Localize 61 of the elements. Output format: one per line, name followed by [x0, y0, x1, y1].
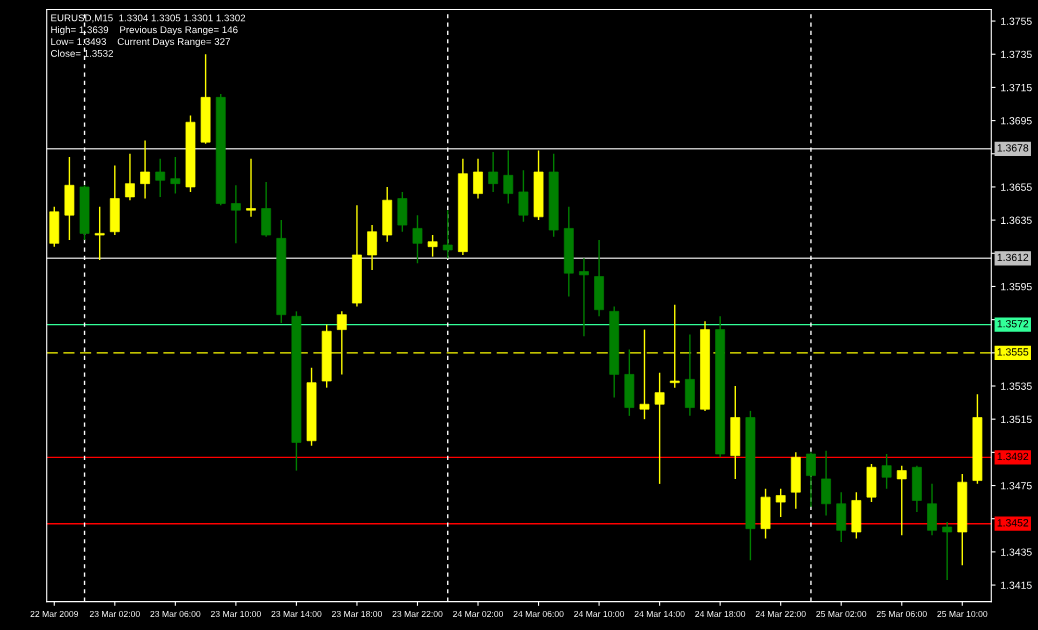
x-tick-label: 23 Mar 10:00 [210, 610, 261, 617]
candlestick [806, 451, 816, 508]
ref-line-label: 1.3555 [997, 348, 1029, 356]
ref-line-label: 1.3572 [997, 320, 1029, 328]
y-tick-label: 1.3635 [1001, 216, 1032, 224]
x-tick-label: 25 Mar 06:00 [876, 610, 927, 617]
candlestick [230, 184, 241, 245]
y-tick-label: 1.3415 [1001, 581, 1032, 589]
candlestick [94, 206, 105, 261]
ref-line-label: 1.3678 [997, 144, 1029, 152]
candlestick [125, 153, 135, 201]
y-tick-label: 1.3735 [1001, 50, 1032, 59]
candlestick [942, 521, 953, 581]
x-tick-label: 24 Mar 18:00 [695, 610, 746, 617]
x-tick-label: 24 Mar 22:00 [755, 610, 806, 617]
annotation: High= 1.3639 Previous Days Range= 146 [51, 26, 238, 36]
candlestick [639, 328, 650, 420]
x-tick-label: 24 Mar 14:00 [634, 610, 685, 617]
x-tick-label: 25 Mar 10:00 [937, 610, 988, 617]
y-tick-label: 1.3655 [1001, 183, 1032, 191]
x-tick-label: 23 Mar 22:00 [392, 610, 443, 617]
ref-line-label: 1.3492 [997, 452, 1029, 461]
x-tick-label: 23 Mar 14:00 [271, 610, 322, 617]
x-tick-label: 22 Mar 2009 [30, 610, 79, 617]
y-tick-label: 1.3755 [1001, 17, 1032, 25]
x-tick-label: 25 Mar 02:00 [816, 610, 867, 617]
candlestick [503, 149, 514, 205]
candlestick [579, 257, 589, 337]
candlestick [488, 151, 499, 193]
candlestick [412, 214, 423, 264]
candlestick [654, 372, 665, 485]
y-tick-label: 1.3435 [1001, 548, 1032, 556]
candlestick [427, 234, 438, 258]
x-tick-label: 24 Mar 02:00 [453, 610, 504, 617]
y-tick-label: 1.3715 [1001, 83, 1032, 92]
candlestick [518, 169, 529, 223]
x-tick-label: 24 Mar 06:00 [513, 610, 564, 617]
x-tick-label: 23 Mar 02:00 [89, 610, 140, 617]
annotation: Close= 1.3532 [50, 49, 113, 57]
candlestick [367, 224, 377, 271]
y-tick-label: 1.3475 [1001, 482, 1032, 490]
candlestick [442, 209, 453, 259]
x-tick-label: 23 Mar 18:00 [332, 610, 382, 617]
x-tick-label: 24 Mar 10:00 [574, 610, 625, 617]
candlestick [140, 139, 150, 200]
ref-line-label: 1.3612 [997, 253, 1029, 262]
y-tick-label: 1.3695 [1001, 117, 1032, 125]
candlestick [170, 156, 181, 195]
y-tick-label: 1.3515 [1001, 415, 1032, 424]
candlestick [473, 158, 483, 200]
candlestick [896, 464, 907, 536]
candlestick [775, 488, 786, 518]
annotation: EURUSD,M15 1.3304 1.3305 1.3301 1.3302 [51, 14, 246, 23]
candlestick [881, 453, 892, 490]
ref-line-label: 1.3452 [997, 519, 1029, 527]
annotation: Low= 1.3493 Current Days Range= 327 [51, 38, 230, 47]
x-tick-label: 23 Mar 06:00 [150, 610, 201, 617]
candlestick [155, 158, 166, 198]
y-tick-label: 1.3535 [1001, 382, 1032, 390]
candlestick [246, 158, 256, 218]
y-tick-label: 1.3595 [1001, 282, 1032, 291]
